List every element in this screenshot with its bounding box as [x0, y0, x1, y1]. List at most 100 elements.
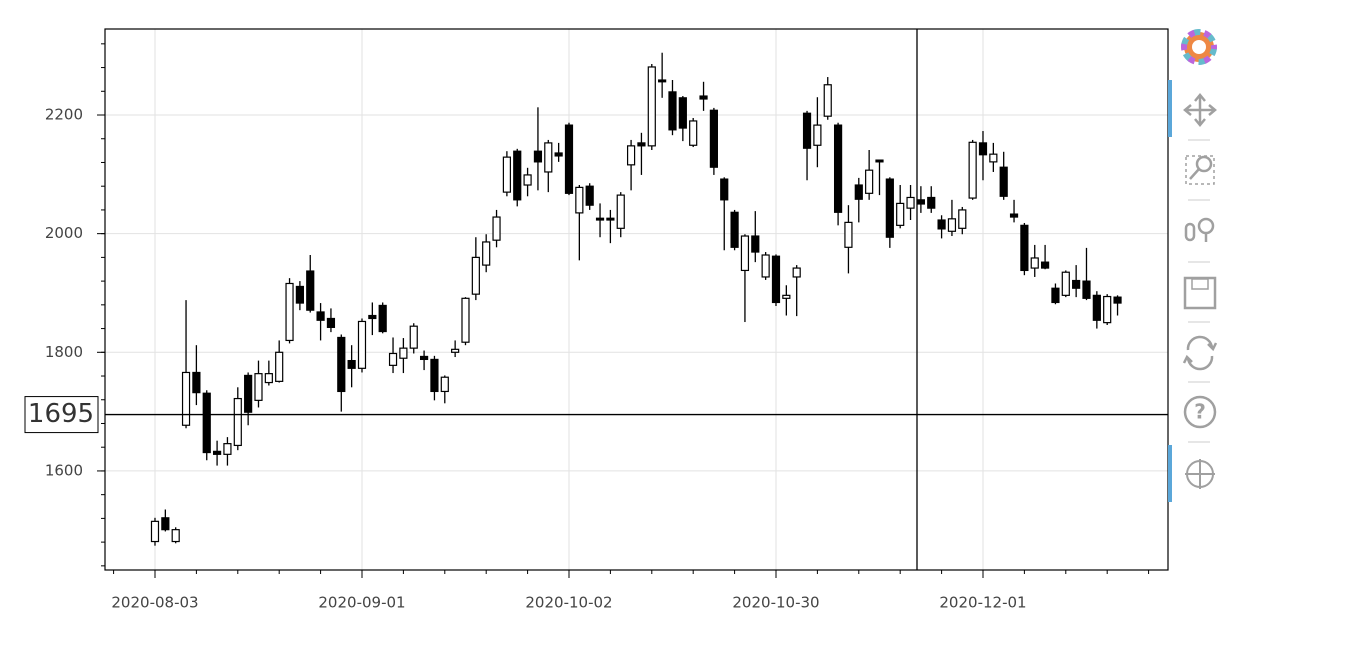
candle-body [585, 185, 594, 206]
candle-body [927, 196, 936, 209]
pan-tool[interactable] [1183, 93, 1217, 127]
candle-body [720, 178, 729, 201]
wheel-zoom-tool[interactable] [1184, 217, 1215, 242]
svg-text:?: ? [1194, 400, 1206, 424]
candle-body [885, 178, 894, 238]
candle-body [1082, 280, 1091, 299]
candle-body [1103, 295, 1112, 324]
candle-body [678, 97, 687, 129]
candle-body [388, 352, 398, 366]
candle-body [968, 141, 977, 199]
candle-body [978, 142, 988, 156]
candle-body [275, 351, 284, 382]
candle-body [212, 450, 222, 455]
candle-body [326, 317, 336, 328]
candle-body [181, 371, 191, 426]
candle-body [150, 520, 160, 543]
candle-body [378, 304, 387, 333]
bokeh-logo[interactable] [1181, 29, 1217, 65]
y-tick-label: 2200 [45, 106, 83, 124]
candle-body [233, 397, 242, 447]
candle-body [161, 517, 170, 531]
candle-body [264, 373, 273, 384]
candle-body [999, 166, 1008, 197]
candle-body [761, 254, 770, 278]
y-tick-label: 1600 [45, 461, 83, 479]
candle-body [409, 325, 418, 349]
candle-body [1092, 294, 1101, 321]
x-tick-label: 2020-10-30 [732, 594, 819, 612]
reset-tool[interactable] [1182, 335, 1218, 371]
candle-body [906, 196, 915, 209]
candle-body [1030, 257, 1039, 269]
candle-body [1113, 296, 1122, 304]
candle-body [668, 91, 677, 131]
candle-body [285, 282, 294, 342]
x-tick-label: 2020-09-01 [318, 594, 405, 612]
candle-body [740, 235, 750, 272]
candle-body [430, 358, 439, 393]
y-tick-label: 2000 [45, 224, 83, 242]
candle-body [782, 294, 791, 299]
save-tool[interactable] [1183, 276, 1217, 310]
crosshair-tool[interactable] [1185, 459, 1215, 489]
candle-body [1020, 224, 1029, 272]
candle-body [544, 142, 553, 173]
candle-body [844, 221, 853, 248]
candle-body [244, 374, 253, 413]
candle-body [813, 124, 822, 146]
candle-body [461, 297, 470, 343]
candle-body [1009, 213, 1019, 218]
candle-body [523, 174, 532, 186]
candle-body [947, 218, 957, 232]
candle-body [368, 314, 377, 320]
candle-body [575, 186, 584, 214]
candle-body [316, 311, 325, 321]
candle-body [295, 285, 304, 304]
candle-body [689, 120, 698, 146]
candle-body [337, 336, 346, 393]
candle-body [823, 84, 832, 117]
candle-body [254, 373, 263, 401]
candle-body [554, 152, 563, 157]
candle-body [854, 184, 863, 200]
candle-body [440, 376, 449, 393]
candle-body [709, 109, 718, 168]
candle-body [451, 348, 460, 353]
active-indicator [1168, 80, 1172, 137]
candle-body [865, 169, 874, 194]
candle-body [1051, 287, 1060, 304]
candle-body [637, 142, 646, 147]
candle-body [658, 79, 667, 83]
candle-body [492, 216, 501, 241]
candle-body [792, 267, 801, 278]
x-tick-label: 2020-12-01 [939, 594, 1026, 612]
active-indicator [1168, 445, 1172, 502]
candle-body [399, 347, 408, 359]
help-tool[interactable]: ? [1183, 395, 1217, 429]
y-tick-label: 1800 [45, 343, 83, 361]
candle-body [916, 199, 925, 205]
candle-body [482, 241, 491, 266]
candle-body [1061, 271, 1070, 296]
crosshair-label-box [24, 396, 99, 434]
candle-body [751, 235, 760, 253]
candle-body [616, 194, 625, 229]
candle-body [833, 124, 843, 213]
candle-body [419, 355, 429, 361]
candle-body [1040, 261, 1050, 269]
crosshair-label: 1695 [28, 399, 94, 429]
candle-body [875, 159, 884, 163]
x-tick-label: 2020-08-03 [111, 594, 198, 612]
candle-body [937, 219, 946, 230]
candle-body [595, 217, 605, 221]
box-zoom-tool[interactable] [1185, 155, 1215, 185]
candle-body [192, 371, 201, 394]
candle-body [896, 202, 905, 226]
toolbar: ? [1168, 29, 1218, 502]
plot-layer: 1600 1800 2000 2200 2020-08-03 2020-09-01 2020… [24, 29, 1168, 612]
candle-body [223, 443, 232, 455]
candle-body [171, 529, 180, 543]
